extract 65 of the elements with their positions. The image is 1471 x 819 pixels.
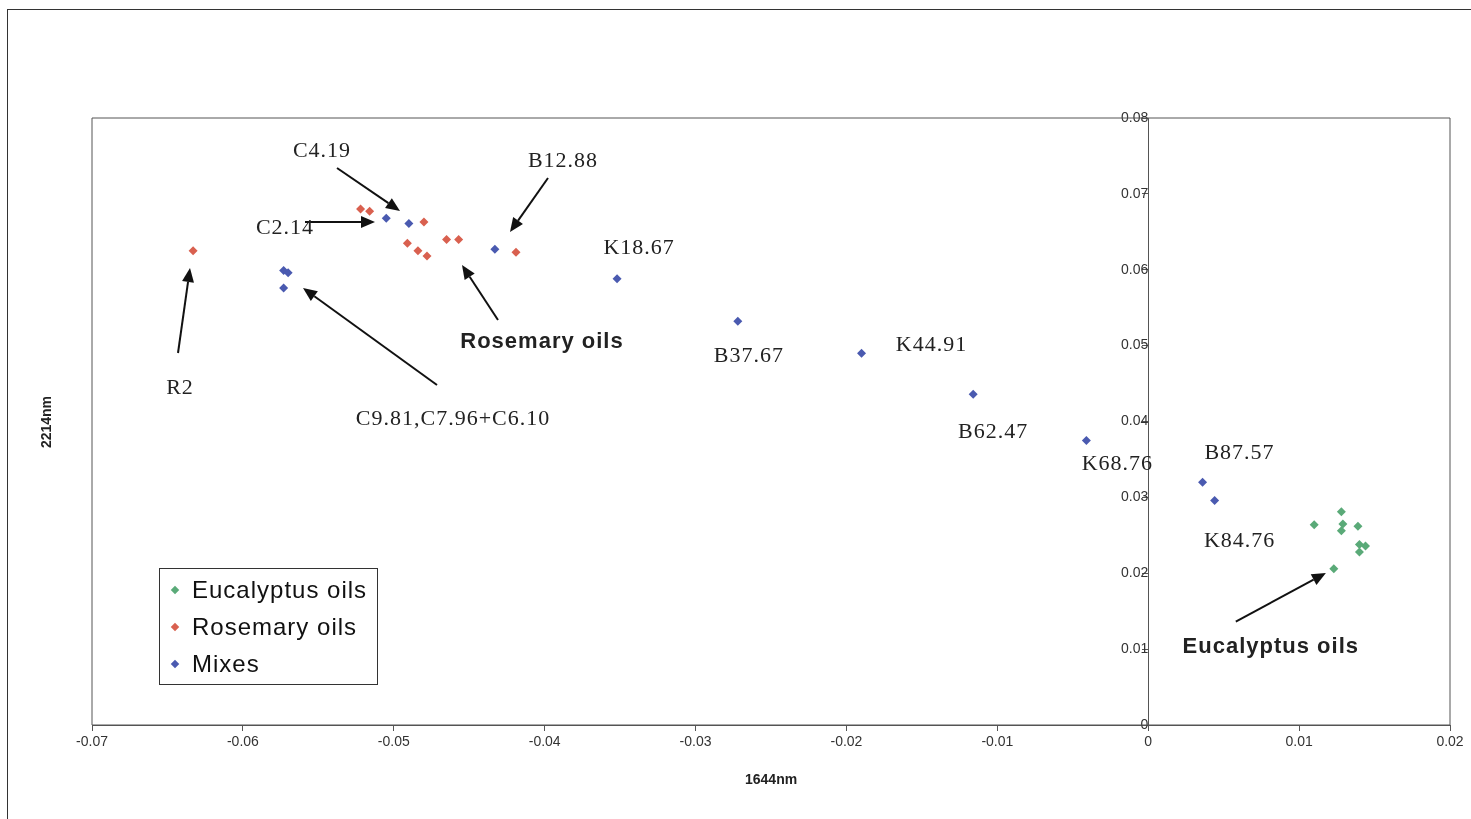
x-tick-label: -0.04	[528, 733, 561, 750]
point	[188, 246, 198, 256]
point	[1336, 507, 1346, 517]
point	[511, 247, 521, 257]
point	[283, 268, 293, 278]
point	[733, 316, 743, 326]
point	[422, 251, 432, 261]
point	[1336, 526, 1346, 536]
annotation: C4.19	[292, 137, 352, 163]
annotation: R2	[166, 374, 194, 400]
point	[356, 204, 366, 214]
point	[419, 217, 429, 227]
point	[442, 234, 452, 244]
x-tick-label: -0.07	[76, 733, 109, 750]
point	[1353, 521, 1363, 531]
x-tick-label: -0.05	[377, 733, 410, 750]
point	[1354, 547, 1364, 557]
point	[612, 274, 622, 284]
annotation: Rosemary oils	[460, 328, 624, 354]
point	[402, 238, 412, 248]
x-tick-label: -0.06	[226, 733, 260, 750]
point	[454, 234, 464, 244]
y-tick-label: 0.02	[1120, 564, 1149, 581]
point	[857, 348, 867, 358]
annotation: C2.14	[255, 214, 315, 240]
y-axis-title: 2214nm	[38, 395, 55, 448]
point	[279, 283, 289, 293]
x-tick-label: -0.01	[981, 733, 1014, 750]
point	[1198, 477, 1208, 487]
x-tick-label: -0.02	[830, 733, 863, 750]
annotation: B87.57	[1204, 439, 1275, 466]
x-tick-label: 0.01	[1285, 733, 1313, 750]
point	[1210, 495, 1220, 505]
point	[1081, 435, 1091, 445]
y-tick-label: 0.07	[1120, 184, 1149, 201]
y-tick-label: 0.03	[1120, 488, 1149, 505]
point	[490, 244, 500, 254]
annotation: K18.67	[603, 233, 675, 260]
annotation: K84.76	[1203, 527, 1276, 554]
x-axis-title: 1644nm	[745, 771, 798, 787]
legend-label: Eucalyptus oils	[192, 575, 368, 604]
annotation: Eucalyptus oils	[1182, 632, 1360, 659]
annotation: B37.67	[713, 342, 784, 369]
annotation: B12.88	[527, 147, 599, 173]
point	[1329, 564, 1339, 574]
point	[365, 206, 375, 216]
y-tick-label: 0.04	[1120, 412, 1149, 429]
legend-label: Mixes	[192, 649, 260, 678]
y-tick-label: 0.08	[1120, 108, 1149, 125]
x-tick-label: -0.03	[679, 733, 712, 750]
y-tick-label: 0.05	[1120, 336, 1149, 353]
point	[968, 389, 978, 399]
y-tick-label: 0.01	[1120, 639, 1149, 656]
point	[404, 218, 414, 228]
annotation: B62.47	[958, 418, 1029, 445]
point	[1361, 541, 1370, 551]
y-tick-label: 0.06	[1120, 260, 1149, 277]
point	[413, 246, 423, 256]
x-tick-label: 0.02	[1436, 733, 1464, 750]
point	[381, 213, 391, 223]
annotation: C9.81,C7.96+C6.10	[355, 405, 551, 431]
legend-label: Rosemary oils	[192, 612, 358, 641]
point	[1309, 520, 1319, 530]
annotation: K44.91	[895, 331, 968, 358]
point	[1338, 519, 1348, 529]
